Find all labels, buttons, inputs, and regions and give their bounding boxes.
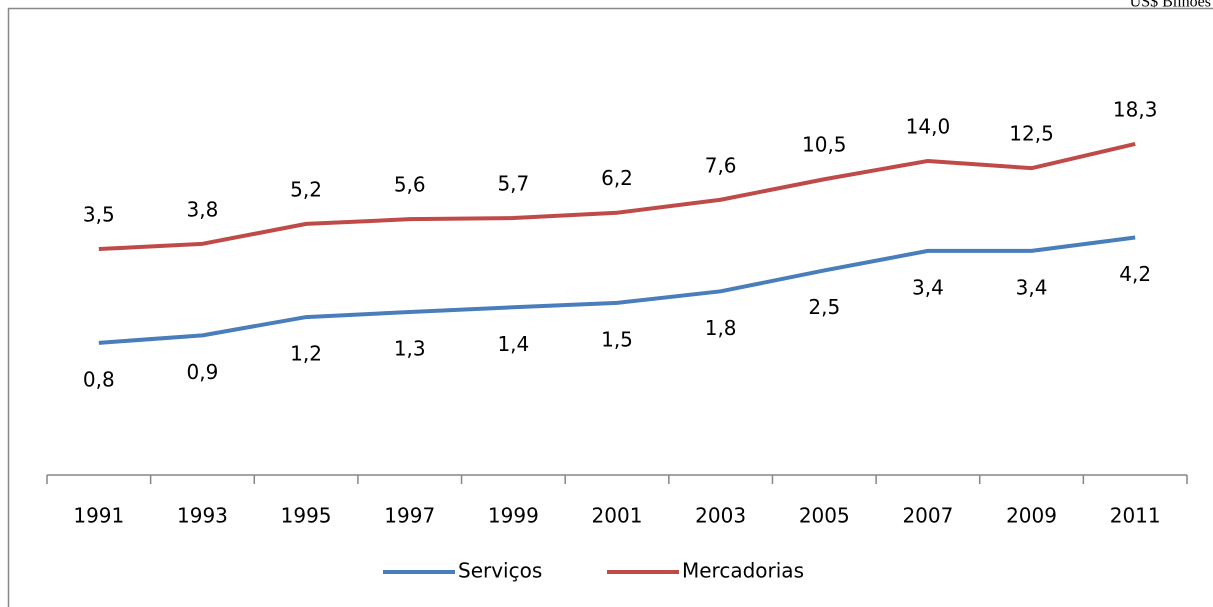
data-label: 7,6 [705, 153, 737, 177]
data-label: 12,5 [1009, 122, 1054, 146]
data-label: 1,3 [394, 336, 426, 360]
data-label: 5,6 [394, 173, 426, 197]
data-label: 3,8 [187, 197, 219, 221]
x-tick-label: 2001 [592, 504, 643, 528]
data-label: 14,0 [906, 114, 951, 138]
x-tick-label: 1993 [177, 504, 228, 528]
data-label: 1,8 [705, 316, 737, 340]
data-label: 10,5 [802, 133, 847, 157]
x-tick-label: 1995 [281, 504, 332, 528]
x-tick-label: 1991 [73, 504, 124, 528]
data-label: 4,2 [1119, 262, 1151, 286]
data-label: 1,4 [497, 332, 529, 356]
unit-label: US$ Bilhões [1130, 0, 1211, 11]
legend-label: Serviços [458, 559, 542, 583]
data-label: 3,5 [83, 203, 115, 227]
data-label: 2,5 [808, 295, 840, 319]
series-line [98, 235, 1136, 345]
data-label: 0,8 [83, 367, 115, 391]
series-line [98, 141, 1136, 252]
data-label: 3,4 [912, 275, 944, 299]
x-tick-label: 2007 [902, 504, 953, 528]
x-tick-label: 2003 [695, 504, 746, 528]
data-label: 18,3 [1113, 97, 1158, 121]
legend-label: Mercadorias [682, 559, 804, 583]
data-label: 5,2 [290, 177, 322, 201]
x-tick-label: 1999 [488, 504, 539, 528]
x-tick-label: 2005 [799, 504, 850, 528]
x-tick-label: 2011 [1110, 504, 1161, 528]
data-label: 3,4 [1016, 275, 1048, 299]
data-label: 5,7 [497, 172, 529, 196]
chart-frame [7, 7, 1213, 607]
x-tick-label: 2009 [1006, 504, 1057, 528]
x-tick-label: 1997 [384, 504, 435, 528]
data-label: 1,5 [601, 327, 633, 351]
data-label: 6,2 [601, 166, 633, 190]
data-label: 1,2 [290, 342, 322, 366]
data-label: 0,9 [187, 360, 219, 384]
